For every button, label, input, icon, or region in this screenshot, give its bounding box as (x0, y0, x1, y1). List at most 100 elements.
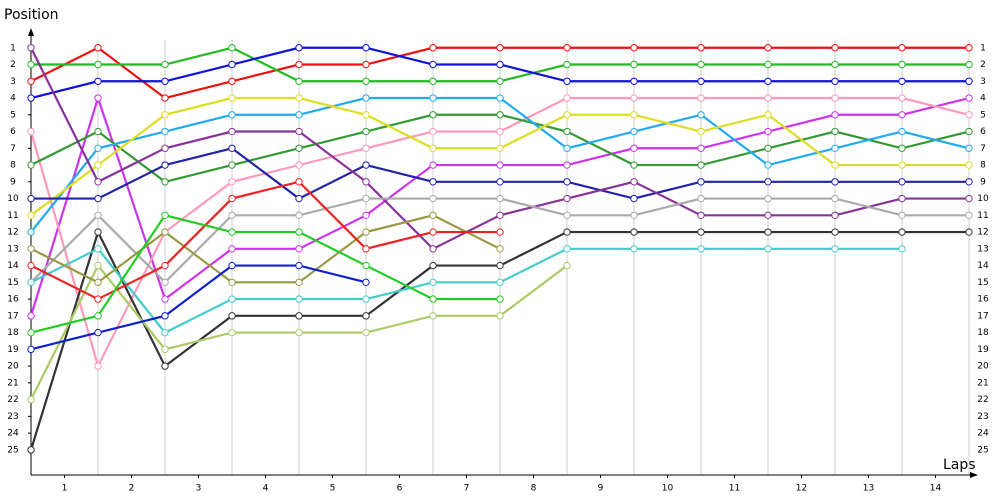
y-tick-label-right: 8 (980, 161, 986, 171)
point (94, 44, 102, 52)
point (831, 228, 839, 236)
point (94, 144, 102, 152)
point (764, 77, 772, 85)
y-tick-label-right: 1 (980, 43, 986, 53)
point (429, 144, 437, 152)
point (831, 161, 839, 169)
point (764, 60, 772, 69)
point (630, 245, 638, 253)
point (496, 127, 504, 136)
point (362, 144, 370, 152)
y-tick-label-right: 5 (980, 110, 986, 120)
y-tick-label-right: 9 (980, 177, 986, 187)
y-tick-label: 7 (10, 144, 16, 154)
point (429, 127, 437, 136)
point (94, 245, 102, 253)
series-line (30, 214, 500, 334)
point (27, 211, 35, 220)
point (362, 228, 370, 236)
point (496, 261, 504, 270)
point (94, 161, 102, 169)
point (362, 94, 370, 102)
point (429, 261, 437, 270)
point (362, 77, 370, 85)
point (94, 178, 102, 186)
series-line (30, 264, 367, 351)
point (27, 44, 35, 52)
point (563, 77, 571, 85)
point (161, 111, 169, 119)
point (630, 178, 638, 186)
x-tick-label: 8 (531, 484, 537, 494)
y-tick-label: 1 (10, 43, 16, 53)
point (764, 194, 772, 203)
point (563, 228, 571, 236)
point (228, 211, 236, 220)
point (898, 111, 906, 119)
y-tick-label: 25 (7, 445, 18, 455)
point (764, 178, 772, 186)
point (697, 127, 705, 136)
x-tick-label: 7 (464, 484, 470, 494)
point (94, 194, 102, 203)
point (764, 44, 772, 52)
point (429, 111, 437, 119)
point (697, 178, 705, 186)
point (898, 44, 906, 52)
y-tick-label: 2 (10, 60, 16, 70)
point (295, 44, 303, 52)
point (831, 211, 839, 220)
point (965, 77, 973, 85)
point (161, 278, 169, 287)
y-tick-label: 15 (7, 278, 18, 288)
point (563, 161, 571, 169)
point (965, 144, 973, 152)
x-tick-label: 11 (729, 484, 740, 494)
y-tick-label: 12 (7, 228, 18, 238)
point (228, 178, 236, 186)
point (965, 194, 973, 203)
point (429, 194, 437, 203)
point (630, 194, 638, 203)
y-tick-label: 9 (10, 177, 16, 187)
point (27, 228, 35, 236)
point (563, 261, 571, 270)
point (496, 211, 504, 220)
point (94, 278, 102, 287)
point (94, 60, 102, 69)
y-tick-label: 14 (7, 261, 19, 271)
point (630, 228, 638, 236)
point (27, 194, 35, 203)
point (563, 211, 571, 220)
point (630, 211, 638, 220)
point (831, 44, 839, 52)
point (898, 228, 906, 236)
y-tick-label-right: 18 (977, 328, 989, 338)
x-tick-label: 5 (330, 484, 336, 494)
point (697, 94, 705, 102)
point (295, 144, 303, 152)
y-tick-label-right: 4 (980, 94, 986, 104)
y-tick-label-right: 7 (980, 144, 986, 154)
point (630, 127, 638, 136)
y-tick-label-right: 16 (977, 295, 989, 305)
point (94, 362, 102, 370)
point (161, 295, 169, 303)
y-tick-label-right: 12 (977, 228, 988, 238)
point (161, 362, 169, 370)
point (563, 245, 571, 253)
y-tick-label: 19 (7, 345, 19, 355)
point (228, 261, 236, 270)
point (831, 77, 839, 85)
point (496, 278, 504, 287)
y-tick-label: 10 (7, 194, 19, 204)
x-arrow (970, 472, 978, 478)
point (27, 312, 35, 320)
point (362, 211, 370, 220)
y-tick-label: 24 (7, 429, 19, 439)
x-tick-label: 3 (196, 484, 202, 494)
y-tick-label: 4 (10, 94, 16, 104)
point (94, 228, 102, 236)
point (697, 111, 705, 119)
